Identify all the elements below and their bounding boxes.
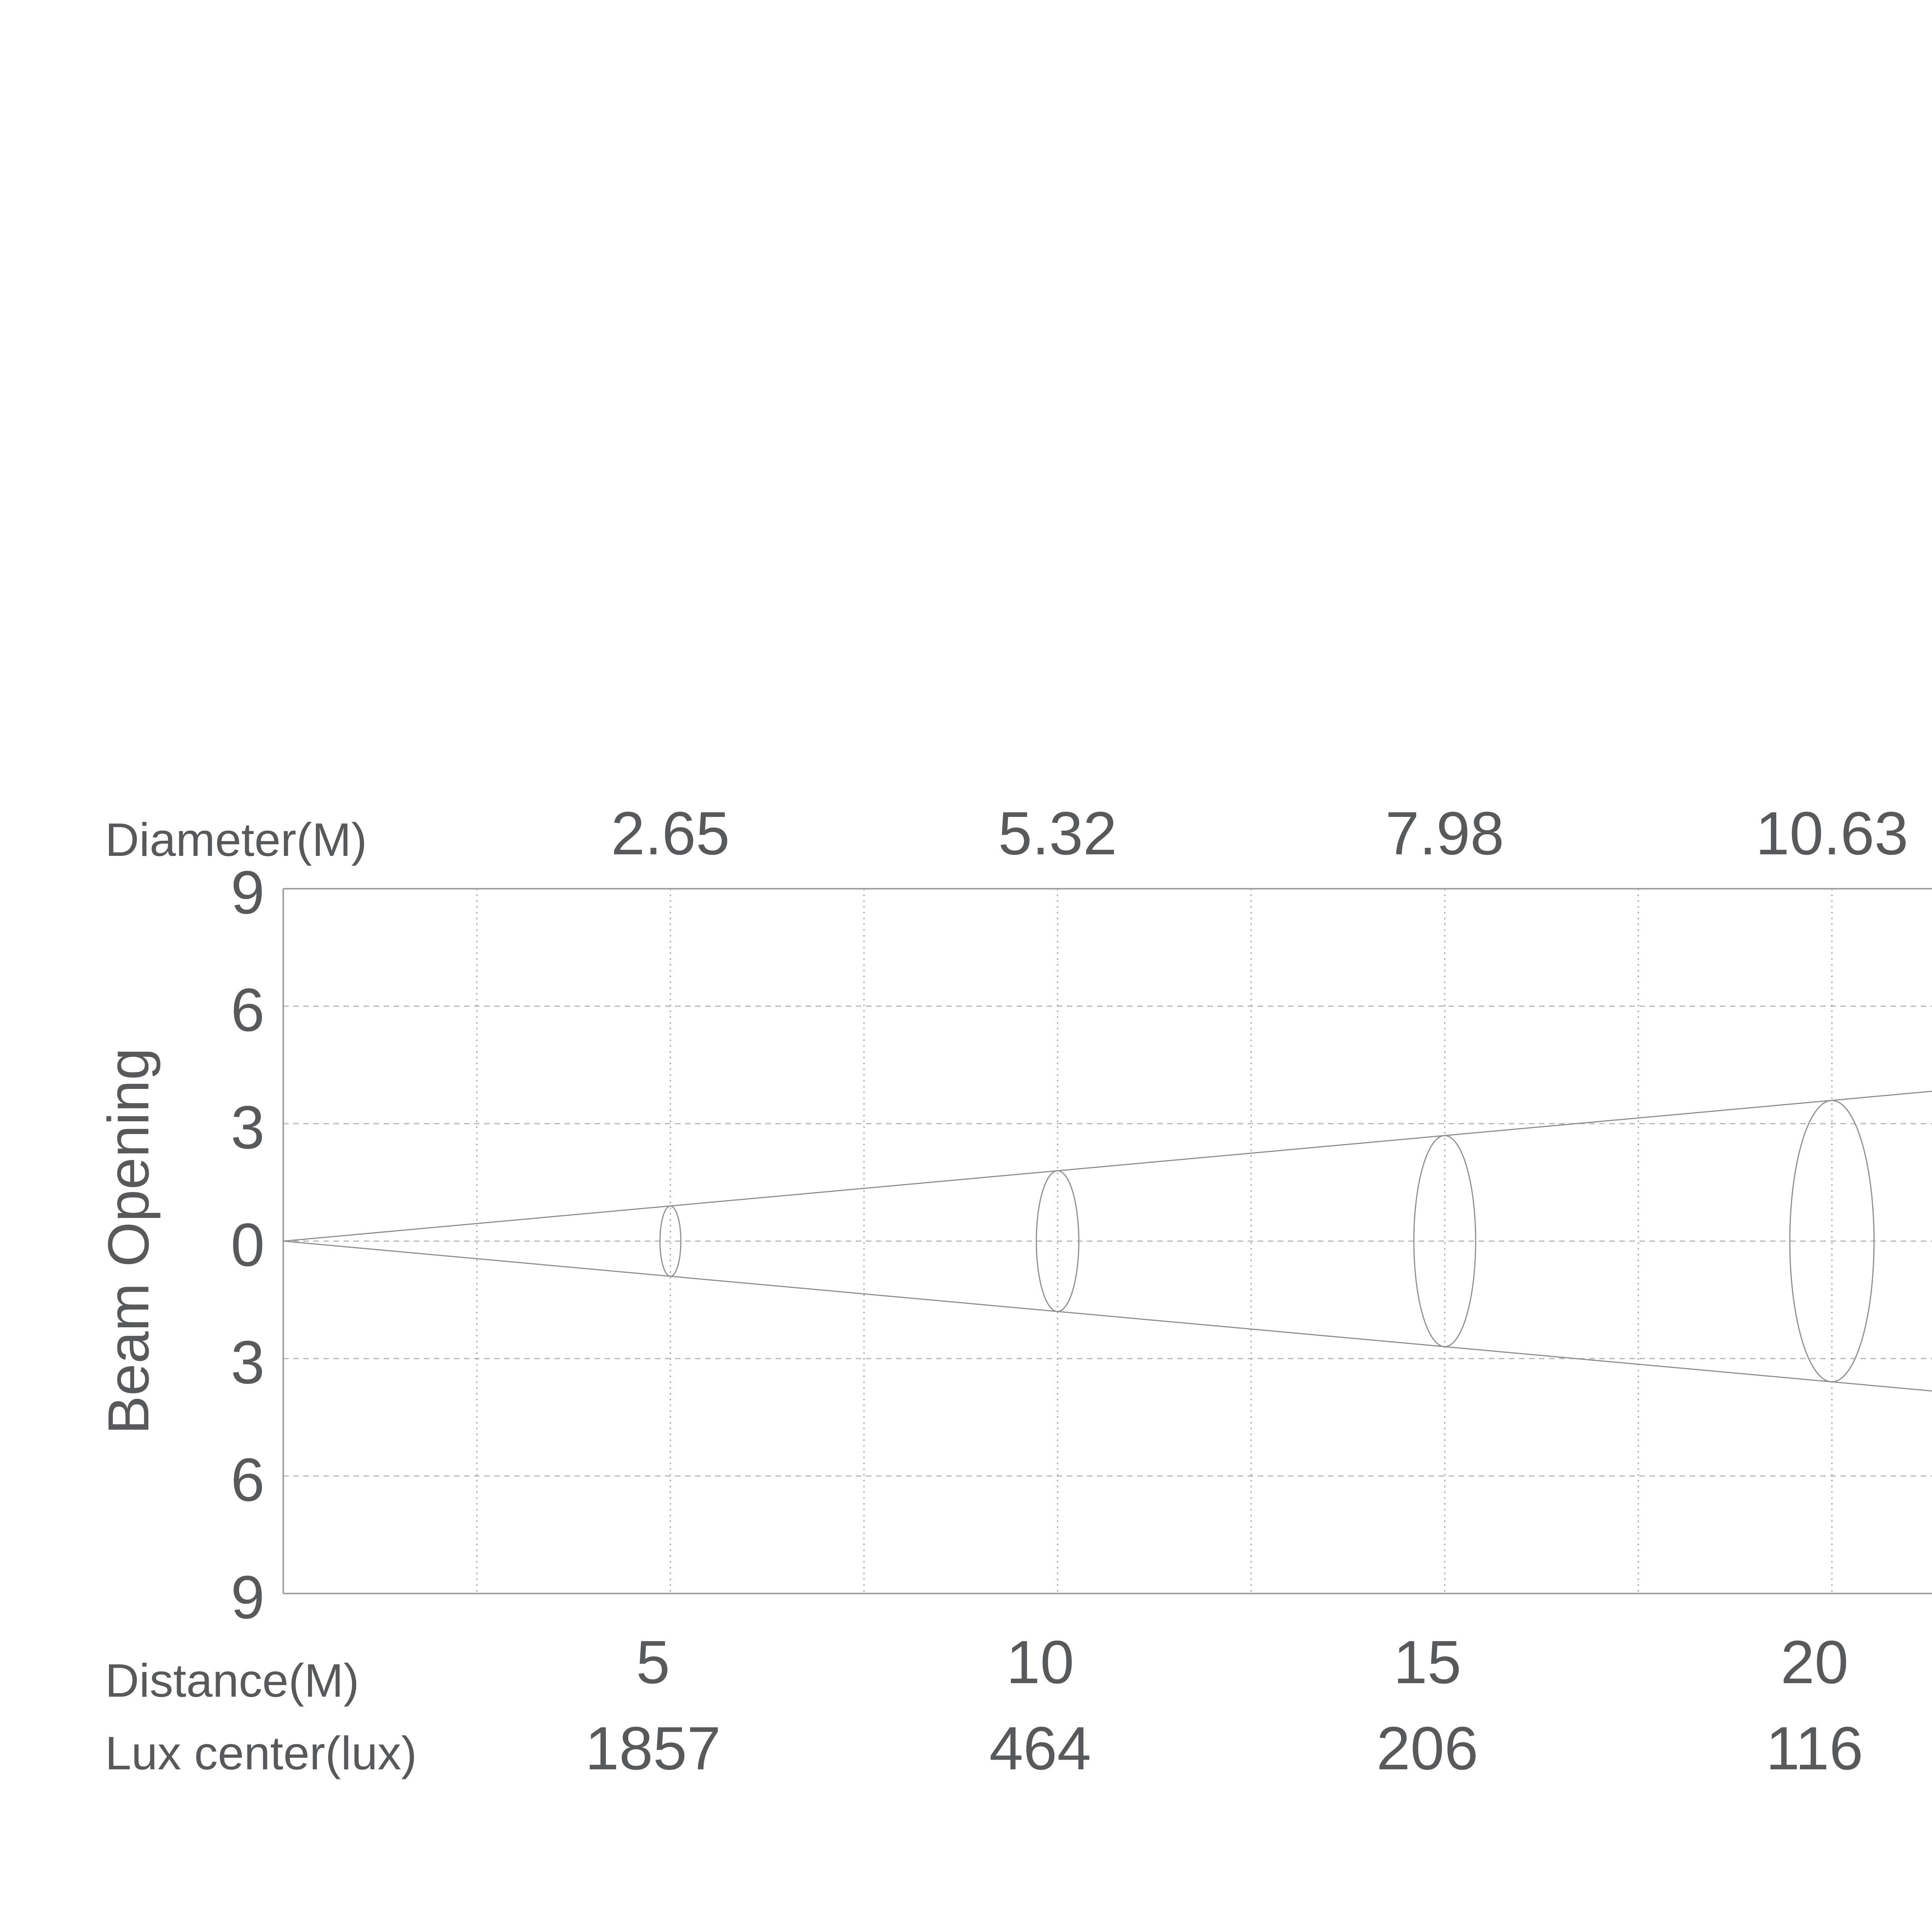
y-tick-3-top: 3 <box>231 1094 265 1162</box>
beam-lower-edge <box>283 1240 1932 1392</box>
y-tick-6-top: 6 <box>231 976 265 1044</box>
y-tick-0: 0 <box>231 1211 265 1279</box>
beam-spot-ellipse-20m <box>1789 1100 1875 1383</box>
diameter-value-15m: 7.98 <box>1385 799 1504 867</box>
diameter-value-5m: 2.65 <box>611 799 730 867</box>
y-tick-3-bottom: 3 <box>231 1328 265 1396</box>
diameter-value-20m: 10.63 <box>1755 799 1908 867</box>
lux-row-label: Lux center(lux) <box>105 1727 417 1779</box>
diameter-value-10m: 5.32 <box>998 799 1117 867</box>
distance-row-label: Distance(M) <box>105 1654 359 1707</box>
lux-value-20m: 116 <box>1766 1714 1863 1782</box>
y-tick-9-bottom: 9 <box>231 1563 265 1631</box>
lux-value-5m: 1857 <box>585 1714 721 1782</box>
distance-value-5m: 5 <box>636 1628 670 1696</box>
beam-spot-ellipse-10m <box>1036 1170 1080 1312</box>
distance-value-15m: 15 <box>1393 1628 1461 1696</box>
distance-value-10m: 10 <box>1006 1628 1074 1696</box>
diameter-row-label: Diameter(M) <box>105 813 367 866</box>
beam-spot-ellipse-5m <box>659 1205 682 1277</box>
y-tick-9-top: 9 <box>231 859 265 927</box>
lux-value-10m: 464 <box>989 1714 1091 1782</box>
lux-value-15m: 206 <box>1376 1714 1478 1782</box>
y-tick-6-bottom: 6 <box>231 1446 265 1514</box>
beam-upper-edge <box>283 1090 1932 1242</box>
beam-spot-ellipse-15m <box>1413 1135 1476 1347</box>
distance-value-20m: 20 <box>1781 1628 1849 1696</box>
